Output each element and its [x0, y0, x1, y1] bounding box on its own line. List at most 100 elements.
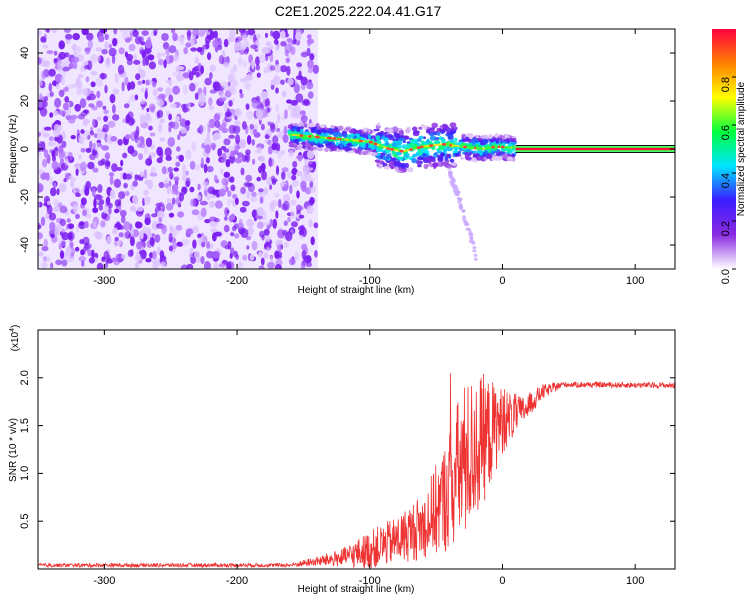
tail-speckle [457, 198, 462, 202]
noise-speckle [87, 134, 91, 140]
noise-speckle [144, 90, 148, 100]
noise-speckle [227, 81, 231, 87]
noise-speckle [143, 189, 149, 196]
noise-speckle [230, 232, 235, 237]
noise-speckle [295, 93, 304, 103]
noise-speckle [303, 171, 308, 176]
noise-speckle [207, 124, 211, 134]
signal-peak [299, 134, 304, 137]
signal-speckle [391, 150, 396, 155]
noise-speckle [45, 172, 50, 181]
noise-speckle [295, 31, 302, 41]
noise-speckle [155, 202, 163, 208]
noise-speckle [157, 109, 164, 119]
tail-speckle [465, 222, 470, 226]
noise-speckle [240, 167, 245, 176]
noise-speckle [194, 57, 200, 64]
signal-speckle [316, 123, 320, 130]
noise-speckle [130, 227, 135, 238]
signal-speckle [390, 165, 394, 170]
noise-speckle [187, 102, 191, 109]
noise-speckle [159, 52, 166, 57]
noise-speckle [223, 38, 229, 48]
noise-speckle [302, 257, 306, 266]
noise-speckle [267, 145, 273, 155]
signal-peak [419, 145, 424, 149]
noise-speckle [112, 227, 118, 234]
spectrogram-image [38, 29, 675, 269]
x-tick-label: -200 [226, 275, 248, 287]
noise-speckle [179, 118, 187, 128]
noise-speckle [138, 64, 142, 73]
snr-panel: -300 -200 -100 0 100 0.5 1.0 1.5 2.0 Height of … [8, 325, 676, 595]
spectrogram-x-label: Height of straight line (km) [298, 285, 415, 296]
noise-speckle [293, 83, 300, 94]
noise-speckle [103, 250, 110, 260]
signal-speckle [290, 126, 295, 129]
colorbar-tick-label: 0.4 [720, 173, 732, 188]
noise-speckle [172, 242, 178, 250]
signal-speckle [450, 139, 455, 144]
noise-speckle [65, 246, 72, 256]
noise-speckle [287, 104, 294, 111]
noise-speckle [205, 157, 210, 164]
x-tick-label: -300 [93, 575, 115, 587]
noise-speckle [80, 161, 87, 172]
signal-speckle [324, 127, 330, 131]
noise-speckle [171, 54, 179, 62]
x-tick-label: 0 [499, 275, 505, 287]
noise-speckle [254, 124, 258, 130]
noise-speckle [280, 30, 286, 39]
noise-speckle [88, 103, 95, 108]
noise-speckle [42, 44, 49, 49]
noise-speckle [123, 221, 131, 231]
noise-speckle [287, 77, 294, 86]
signal-speckle [414, 140, 419, 145]
noise-speckle [41, 261, 48, 269]
noise-speckle [145, 79, 150, 86]
signal-speckle [497, 156, 502, 161]
signal-speckle [434, 152, 438, 156]
noise-speckle [197, 183, 201, 191]
noise-speckle [234, 233, 240, 239]
noise-speckle [252, 158, 256, 165]
noise-speckle [152, 81, 157, 88]
noise-speckle [164, 183, 169, 189]
noise-speckle [158, 181, 165, 189]
noise-speckle [76, 86, 83, 96]
noise-speckle [128, 43, 136, 52]
noise-speckle [308, 178, 315, 183]
noise-speckle [200, 65, 204, 75]
signal-speckle [511, 136, 517, 139]
noise-speckle [169, 55, 174, 64]
noise-speckle [83, 118, 90, 124]
signal-peak [315, 135, 320, 139]
noise-speckle [190, 47, 198, 52]
noise-speckle [198, 92, 206, 103]
noise-speckle [126, 58, 133, 66]
noise-speckle [257, 221, 264, 229]
noise-speckle [260, 91, 269, 100]
noise-speckle [104, 262, 109, 269]
signal-speckle [417, 163, 422, 168]
signal-speckle [445, 153, 451, 159]
noise-speckle [72, 62, 78, 70]
signal-speckle [429, 127, 436, 131]
noise-speckle [281, 167, 289, 173]
noise-speckle [48, 82, 53, 92]
noise-speckle [296, 62, 303, 68]
noise-speckle [309, 53, 315, 61]
x-tick-label: -200 [226, 575, 248, 587]
noise-speckle [264, 134, 270, 140]
noise-speckle [87, 249, 93, 257]
signal-speckle [438, 136, 443, 141]
noise-speckle [266, 107, 271, 113]
noise-speckle [134, 94, 139, 101]
noise-speckle [245, 174, 253, 182]
noise-speckle [107, 120, 116, 128]
signal-speckle [498, 138, 502, 141]
noise-speckle [221, 177, 229, 186]
noise-speckle [246, 110, 254, 120]
noise-speckle [256, 72, 261, 78]
noise-speckle [67, 84, 75, 89]
